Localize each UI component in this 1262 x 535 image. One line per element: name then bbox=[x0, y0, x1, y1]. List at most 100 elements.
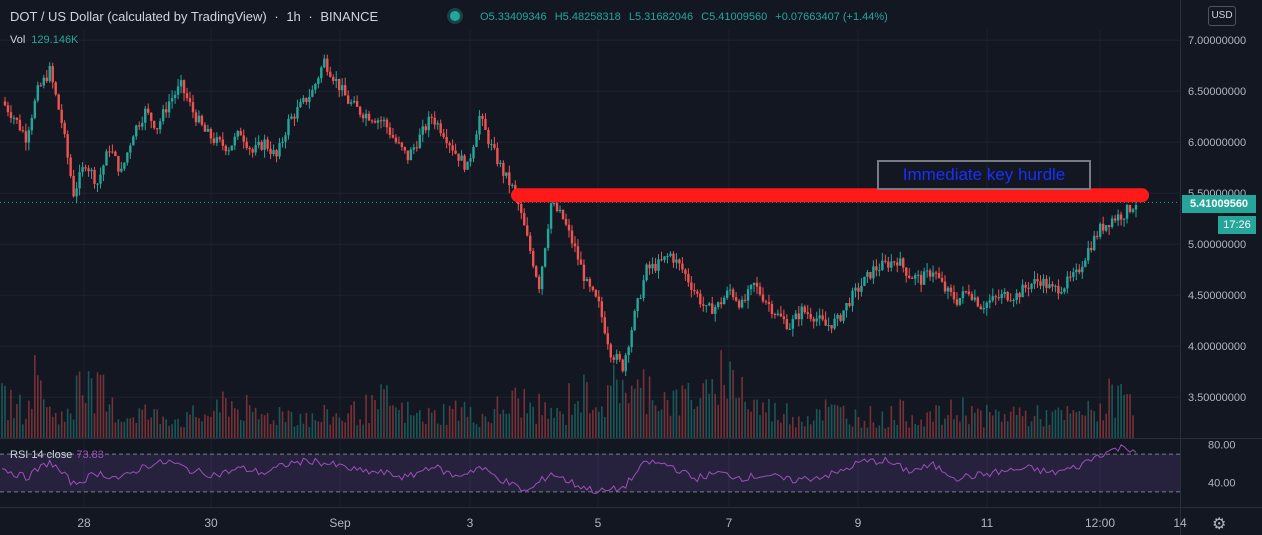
candle-body bbox=[209, 128, 213, 139]
candle-body bbox=[445, 137, 448, 144]
candle-body bbox=[857, 287, 860, 292]
volume-bar bbox=[284, 422, 287, 438]
volume-bar bbox=[1015, 414, 1018, 438]
volume-bar bbox=[25, 418, 27, 438]
candle-body bbox=[564, 218, 568, 225]
candle-body bbox=[925, 270, 929, 272]
volume-bar bbox=[192, 405, 194, 438]
interval-label[interactable]: 1h bbox=[286, 9, 301, 24]
candle-body bbox=[531, 250, 535, 267]
candle-body bbox=[582, 264, 586, 282]
volume-bar bbox=[830, 404, 833, 438]
candle-body bbox=[12, 117, 16, 119]
candle-body bbox=[436, 123, 439, 125]
volume-bar bbox=[514, 387, 517, 438]
volume-bar bbox=[75, 375, 78, 438]
candle-body bbox=[311, 89, 314, 97]
candle-body bbox=[135, 125, 138, 137]
candle-body bbox=[1063, 288, 1066, 292]
candle-body bbox=[672, 253, 675, 263]
volume-bar bbox=[633, 388, 636, 438]
volume-bar bbox=[645, 414, 648, 438]
candle-body bbox=[529, 235, 532, 251]
volume-bar bbox=[1006, 421, 1009, 438]
candle-body bbox=[1087, 247, 1090, 261]
volume-bar bbox=[499, 413, 502, 438]
volume-bar bbox=[251, 411, 254, 438]
volume-bar bbox=[7, 419, 9, 438]
volume-bar bbox=[669, 415, 672, 438]
volume-bar bbox=[487, 421, 490, 438]
volume-bar bbox=[81, 395, 84, 438]
candle-body bbox=[126, 152, 129, 163]
volume-bar bbox=[678, 415, 681, 438]
volume-bar bbox=[872, 422, 875, 438]
candle-body bbox=[1078, 269, 1081, 273]
candle-body bbox=[481, 115, 484, 119]
candle-body bbox=[448, 143, 451, 146]
candle-body bbox=[451, 145, 454, 151]
volume-bar bbox=[759, 415, 761, 438]
volume-bar bbox=[842, 405, 845, 438]
volume-bar bbox=[129, 418, 132, 438]
volume-bar bbox=[965, 415, 967, 438]
candle-body bbox=[194, 112, 198, 123]
candle-body bbox=[1125, 205, 1129, 219]
candle-body bbox=[958, 297, 962, 305]
candle-body bbox=[1090, 247, 1093, 251]
volume-bar bbox=[78, 371, 81, 438]
volume-bar bbox=[777, 419, 779, 438]
volume-bar bbox=[1024, 410, 1027, 438]
volume-bar bbox=[368, 422, 370, 438]
volume-bar bbox=[463, 401, 466, 438]
volume-bar bbox=[418, 410, 421, 438]
volume-bar bbox=[577, 401, 579, 438]
volume-bar bbox=[117, 419, 120, 438]
volume-bar bbox=[344, 422, 346, 438]
candle-body bbox=[1003, 291, 1006, 295]
volume-bar bbox=[526, 413, 529, 438]
volume-bar bbox=[780, 422, 782, 438]
candle-body bbox=[603, 317, 607, 334]
candle-body bbox=[415, 147, 419, 149]
symbol-title[interactable]: DOT / US Dollar (calculated by TradingVi… bbox=[10, 9, 267, 24]
volume-bar bbox=[812, 420, 815, 438]
candle-body bbox=[890, 261, 893, 268]
gear-icon[interactable]: ⚙ bbox=[1212, 516, 1227, 533]
volume-bar bbox=[648, 376, 651, 438]
hurdle-annotation[interactable]: Immediate key hurdle bbox=[877, 160, 1091, 190]
candle-body bbox=[734, 297, 738, 301]
currency-button[interactable]: USD bbox=[1208, 6, 1236, 26]
candle-body bbox=[281, 141, 284, 143]
volume-bar bbox=[1021, 416, 1024, 438]
volume-bar bbox=[239, 419, 242, 438]
candle-body bbox=[120, 168, 123, 172]
volume-bar bbox=[138, 408, 141, 438]
volume-bar bbox=[230, 401, 233, 438]
volume-bar bbox=[454, 400, 457, 438]
candle-body bbox=[21, 130, 25, 132]
volume-bar bbox=[413, 415, 415, 438]
price-tick-label: 6.00000000 bbox=[1188, 137, 1246, 149]
volume-bar bbox=[60, 411, 63, 438]
volume-bar bbox=[31, 408, 33, 438]
volume-bar bbox=[338, 417, 341, 438]
volume-bar bbox=[517, 398, 520, 438]
candle-body bbox=[1072, 272, 1075, 277]
volume-bar bbox=[863, 420, 866, 438]
candle-body bbox=[1006, 291, 1009, 301]
volume-bar bbox=[708, 393, 711, 438]
volume-bar bbox=[442, 404, 445, 438]
candle-body bbox=[940, 277, 944, 282]
volume-bar bbox=[866, 427, 869, 438]
candle-body bbox=[657, 259, 660, 271]
candle-body bbox=[842, 310, 845, 321]
candle-body bbox=[717, 302, 720, 308]
volume-bar bbox=[529, 402, 532, 438]
volume-bar bbox=[484, 416, 487, 438]
candle-body bbox=[487, 129, 490, 145]
candle-body bbox=[711, 303, 714, 314]
volume-bar bbox=[1060, 409, 1063, 438]
volume-bar bbox=[10, 389, 12, 438]
